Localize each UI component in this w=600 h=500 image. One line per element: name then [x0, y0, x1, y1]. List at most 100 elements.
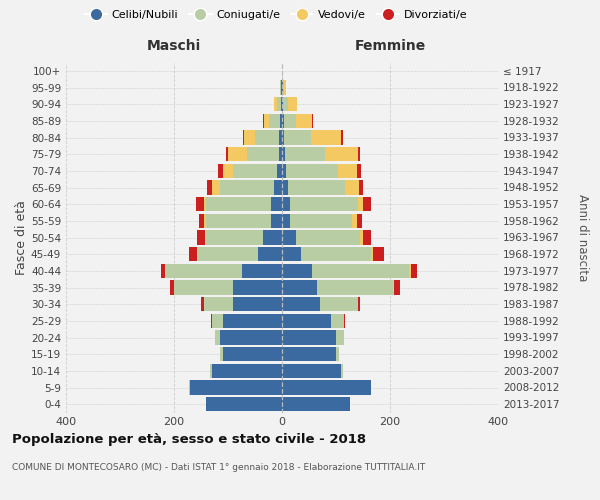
Bar [255, 130, 280, 144]
Bar [282, 164, 286, 178]
Bar [282, 197, 290, 211]
Bar [283, 97, 289, 112]
Bar [363, 197, 371, 211]
Text: Femmine: Femmine [355, 40, 425, 54]
Bar [211, 314, 212, 328]
Bar [282, 180, 289, 194]
Bar [233, 280, 282, 294]
Bar [284, 130, 311, 144]
Bar [290, 214, 352, 228]
Bar [220, 180, 274, 194]
Bar [220, 330, 282, 344]
Bar [263, 230, 282, 244]
Bar [174, 280, 233, 294]
Bar [290, 197, 358, 211]
Bar [283, 80, 284, 94]
Text: Maschi: Maschi [147, 40, 201, 54]
Bar [233, 297, 282, 311]
Bar [206, 197, 271, 211]
Bar [331, 314, 344, 328]
Bar [282, 380, 371, 394]
Bar [277, 164, 282, 178]
Bar [338, 164, 356, 178]
Bar [282, 314, 331, 328]
Bar [356, 164, 361, 178]
Bar [282, 347, 336, 361]
Bar [301, 247, 371, 261]
Bar [282, 330, 336, 344]
Bar [277, 97, 281, 112]
Bar [161, 264, 165, 278]
Bar [282, 364, 341, 378]
Bar [223, 164, 233, 178]
Bar [215, 330, 220, 344]
Bar [360, 230, 363, 244]
Bar [274, 180, 282, 194]
Bar [410, 264, 417, 278]
Bar [336, 330, 344, 344]
Bar [371, 247, 373, 261]
Bar [282, 280, 317, 294]
Bar [356, 214, 362, 228]
Bar [317, 280, 393, 294]
Bar [280, 80, 281, 94]
Bar [312, 114, 313, 128]
Bar [311, 130, 341, 144]
Bar [212, 364, 282, 378]
Bar [263, 114, 269, 128]
Bar [212, 180, 220, 194]
Bar [271, 214, 282, 228]
Bar [325, 147, 358, 161]
Bar [206, 230, 263, 244]
Bar [243, 130, 244, 144]
Bar [274, 97, 277, 112]
Bar [363, 230, 371, 244]
Bar [233, 164, 277, 178]
Bar [282, 230, 296, 244]
Bar [212, 314, 223, 328]
Bar [280, 147, 282, 161]
Bar [289, 97, 296, 112]
Bar [208, 180, 212, 194]
Bar [344, 314, 345, 328]
Text: Popolazione per età, sesso e stato civile - 2018: Popolazione per età, sesso e stato civil… [12, 432, 366, 446]
Bar [189, 380, 190, 394]
Bar [282, 247, 301, 261]
Bar [206, 214, 271, 228]
Bar [223, 314, 282, 328]
Bar [198, 247, 258, 261]
Bar [197, 230, 205, 244]
Bar [199, 214, 204, 228]
Bar [205, 230, 206, 244]
Bar [336, 347, 338, 361]
Bar [312, 264, 409, 278]
Bar [392, 280, 394, 294]
Bar [170, 280, 174, 294]
Bar [282, 397, 349, 411]
Bar [210, 364, 212, 378]
Bar [165, 264, 166, 278]
Bar [358, 147, 360, 161]
Bar [269, 114, 280, 128]
Bar [220, 347, 223, 361]
Bar [241, 264, 282, 278]
Bar [204, 214, 206, 228]
Bar [206, 397, 282, 411]
Bar [320, 297, 358, 311]
Bar [247, 147, 280, 161]
Bar [281, 97, 282, 112]
Bar [282, 130, 284, 144]
Bar [409, 264, 410, 278]
Bar [282, 97, 283, 112]
Bar [284, 114, 296, 128]
Bar [190, 380, 282, 394]
Bar [204, 297, 233, 311]
Bar [196, 197, 204, 211]
Bar [296, 230, 360, 244]
Bar [341, 364, 343, 378]
Legend: Celibi/Nubili, Coniugati/e, Vedovi/e, Divorziati/e: Celibi/Nubili, Coniugati/e, Vedovi/e, Di… [80, 6, 472, 25]
Bar [282, 147, 285, 161]
Bar [201, 297, 204, 311]
Bar [223, 347, 282, 361]
Bar [296, 114, 312, 128]
